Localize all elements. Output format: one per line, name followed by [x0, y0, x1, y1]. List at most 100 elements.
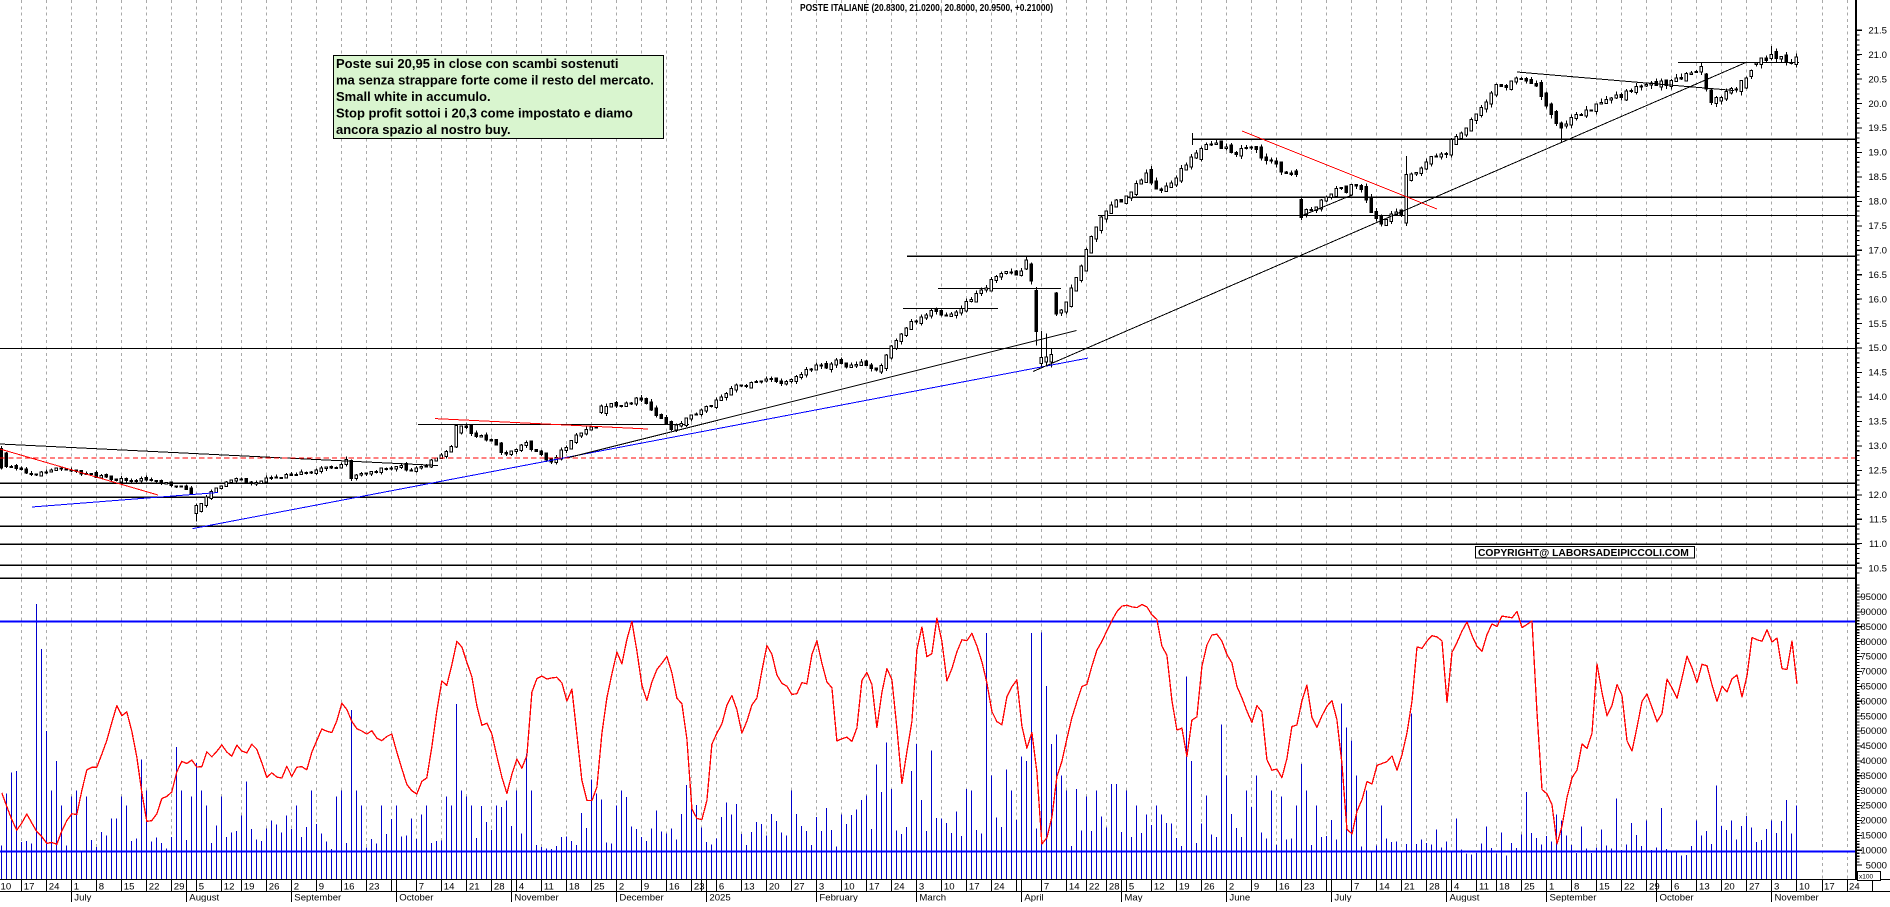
svg-text:27: 27 [794, 882, 805, 893]
svg-text:12.0: 12.0 [1868, 490, 1887, 501]
svg-text:12.5: 12.5 [1868, 466, 1887, 477]
svg-text:October: October [1660, 893, 1695, 903]
svg-text:19: 19 [244, 882, 255, 893]
svg-text:23: 23 [694, 882, 705, 893]
svg-text:13.5: 13.5 [1868, 417, 1887, 428]
svg-text:2025: 2025 [709, 893, 730, 903]
svg-text:November: November [514, 893, 559, 903]
svg-text:18.0: 18.0 [1868, 197, 1887, 208]
svg-text:10: 10 [1, 882, 12, 893]
svg-text:6: 6 [1674, 882, 1679, 893]
svg-text:14: 14 [1069, 882, 1080, 893]
svg-text:14: 14 [444, 882, 455, 893]
svg-text:3: 3 [1774, 882, 1779, 893]
svg-text:17: 17 [24, 882, 35, 893]
svg-text:12: 12 [1154, 882, 1165, 893]
svg-text:June: June [1229, 893, 1250, 903]
svg-text:26: 26 [269, 882, 280, 893]
svg-text:17: 17 [869, 882, 880, 893]
svg-text:29: 29 [174, 882, 185, 893]
svg-text:ma senza strappare forte come: ma senza strappare forte come il resto d… [336, 73, 654, 88]
svg-text:18: 18 [569, 882, 580, 893]
svg-text:24: 24 [894, 882, 905, 893]
svg-text:19: 19 [1179, 882, 1190, 893]
svg-text:15.0: 15.0 [1868, 343, 1887, 354]
svg-text:7: 7 [1354, 882, 1359, 893]
svg-text:25000: 25000 [1860, 801, 1887, 812]
svg-text:18.5: 18.5 [1868, 172, 1887, 183]
svg-text:16: 16 [344, 882, 355, 893]
svg-text:20: 20 [769, 882, 780, 893]
svg-text:Stop profit sottoi i 20,3 come: Stop profit sottoi i 20,3 come impostato… [336, 106, 633, 121]
svg-text:10: 10 [1799, 882, 1810, 893]
svg-text:70000: 70000 [1860, 667, 1887, 678]
svg-text:POSTE ITALIANE (20.8300, 21.02: POSTE ITALIANE (20.8300, 21.0200, 20.800… [800, 3, 1053, 14]
svg-text:50000: 50000 [1860, 726, 1887, 737]
svg-text:29: 29 [1649, 882, 1660, 893]
svg-text:ancora spazio al nostro buy.: ancora spazio al nostro buy. [336, 122, 511, 137]
svg-text:April: April [1024, 893, 1043, 903]
svg-text:February: February [819, 893, 858, 903]
svg-text:15000: 15000 [1860, 831, 1887, 842]
svg-text:May: May [1124, 893, 1142, 903]
svg-text:9: 9 [1254, 882, 1259, 893]
svg-text:80000: 80000 [1860, 637, 1887, 648]
svg-text:July: July [74, 893, 91, 903]
svg-text:21: 21 [469, 882, 480, 893]
svg-text:12: 12 [224, 882, 235, 893]
svg-text:28: 28 [494, 882, 505, 893]
svg-text:22: 22 [149, 882, 160, 893]
svg-text:17: 17 [969, 882, 980, 893]
svg-text:5: 5 [199, 882, 204, 893]
svg-text:18: 18 [1499, 882, 1510, 893]
svg-text:16: 16 [669, 882, 680, 893]
svg-text:24: 24 [994, 882, 1005, 893]
svg-text:75000: 75000 [1860, 652, 1887, 663]
svg-text:3: 3 [819, 882, 824, 893]
svg-text:21.5: 21.5 [1868, 25, 1887, 36]
svg-text:December: December [619, 893, 664, 903]
svg-text:1: 1 [74, 882, 79, 893]
svg-text:August: August [1450, 893, 1480, 903]
svg-text:65000: 65000 [1860, 682, 1887, 693]
svg-text:20.5: 20.5 [1868, 74, 1887, 85]
svg-text:26: 26 [1204, 882, 1215, 893]
svg-text:23: 23 [1304, 882, 1315, 893]
svg-text:5000: 5000 [1866, 860, 1887, 871]
svg-text:9: 9 [644, 882, 649, 893]
svg-text:COPYRIGHT@ LABORSADEIPICCOLI.C: COPYRIGHT@ LABORSADEIPICCOLI.COM [1478, 548, 1689, 559]
svg-text:10: 10 [944, 882, 955, 893]
svg-text:July: July [1334, 893, 1351, 903]
svg-text:20.0: 20.0 [1868, 99, 1887, 110]
svg-text:2: 2 [619, 882, 624, 893]
svg-text:10: 10 [844, 882, 855, 893]
svg-text:17.0: 17.0 [1868, 245, 1887, 256]
svg-text:5: 5 [1129, 882, 1134, 893]
svg-text:17.5: 17.5 [1868, 221, 1887, 232]
svg-text:55000: 55000 [1860, 711, 1887, 722]
svg-text:17: 17 [1824, 882, 1835, 893]
svg-text:90000: 90000 [1860, 607, 1887, 618]
svg-text:9: 9 [319, 882, 324, 893]
svg-text:7: 7 [1044, 882, 1049, 893]
svg-text:40000: 40000 [1860, 756, 1887, 767]
svg-text:3: 3 [919, 882, 924, 893]
svg-text:24: 24 [1849, 882, 1860, 893]
svg-text:15.5: 15.5 [1868, 319, 1887, 330]
svg-text:14: 14 [1379, 882, 1390, 893]
svg-text:November: November [1775, 893, 1820, 903]
svg-text:16.0: 16.0 [1868, 294, 1887, 305]
svg-text:60000: 60000 [1860, 696, 1887, 707]
svg-text:15: 15 [124, 882, 135, 893]
svg-text:21: 21 [1404, 882, 1415, 893]
svg-text:March: March [919, 893, 946, 903]
svg-text:x100: x100 [1859, 874, 1873, 881]
svg-text:10.5: 10.5 [1868, 563, 1887, 574]
svg-text:11.0: 11.0 [1869, 539, 1887, 550]
svg-text:19.5: 19.5 [1868, 123, 1887, 134]
svg-text:20000: 20000 [1860, 816, 1887, 827]
svg-text:27: 27 [1749, 882, 1760, 893]
svg-text:13: 13 [1699, 882, 1710, 893]
svg-text:4: 4 [1454, 882, 1460, 893]
svg-text:September: September [294, 893, 342, 903]
